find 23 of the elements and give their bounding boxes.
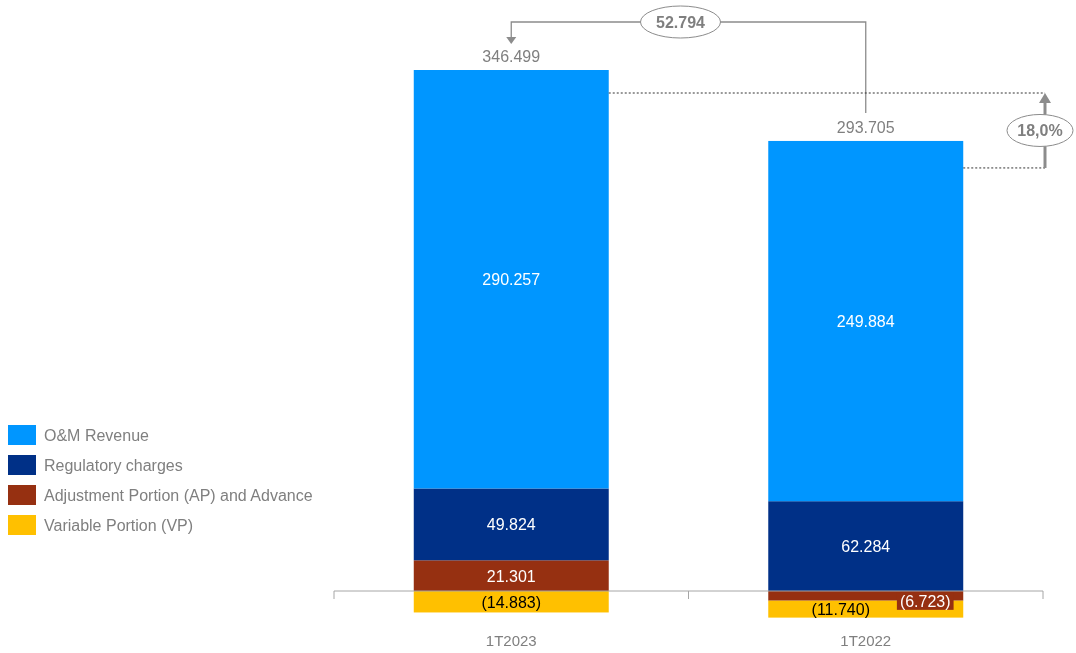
- annotation: 18,0%: [1017, 122, 1063, 140]
- text: 52.794: [656, 14, 706, 31]
- data-label: 49.824: [486, 516, 536, 534]
- total-label: 346.499: [482, 48, 541, 65]
- bar: [413, 560, 609, 591]
- x-tick-label: 1T2022: [840, 632, 892, 649]
- data-label: (14.883): [481, 593, 542, 611]
- legend-label: Adjustment Portion (AP) and Advance: [44, 487, 313, 504]
- bar: [413, 488, 609, 561]
- bar: [768, 501, 964, 591]
- total-label: 293.705: [836, 118, 895, 136]
- bar: [413, 70, 609, 489]
- data-label: 62.284: [841, 538, 891, 556]
- legend-label: Variable Portion (VP): [44, 517, 194, 534]
- data-label: (6.723): [899, 592, 951, 610]
- legend-label: O&M Revenue: [44, 427, 150, 444]
- bar: [768, 140, 964, 502]
- legend-label: Regulatory charges: [44, 457, 183, 474]
- x-tick-label: 1T2023: [485, 632, 537, 649]
- data-label: 290.257: [482, 271, 541, 289]
- data-label: (11.740): [811, 601, 870, 619]
- data-label: 249.884: [836, 313, 895, 331]
- data-label: 21.301: [486, 567, 536, 585]
